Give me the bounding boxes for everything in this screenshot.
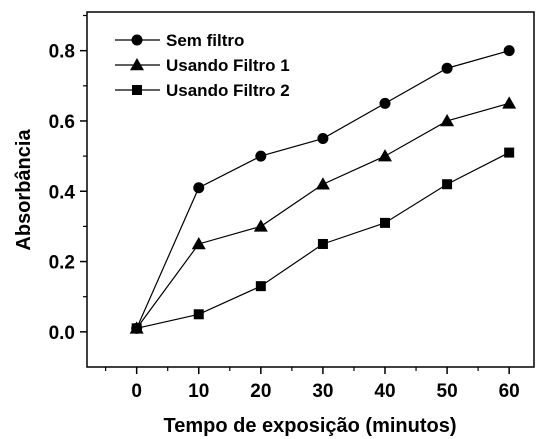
square-marker [132,85,142,95]
triangle-marker [315,177,330,190]
circle-marker [131,34,143,46]
plot-frame [86,11,535,368]
x-tick-label: 20 [250,381,271,402]
square-marker [380,217,390,228]
square-marker [193,309,204,320]
triangle-marker [130,58,144,71]
legend-label: Usando Filtro 2 [166,81,290,100]
series-circle [131,45,515,334]
x-tick-label: 60 [499,381,520,402]
y-axis-title: Absorbância [13,129,35,251]
square-marker [442,179,453,190]
square-marker [255,281,266,292]
square-marker [131,323,142,334]
x-axis-title: Tempo de exposição (minutos) [164,415,457,437]
x-tick-label: 40 [374,381,395,402]
legend-item: Usando Filtro 1 [115,56,290,75]
series-square [131,147,515,334]
y-tick-label: 0.4 [49,182,76,203]
y-tick-label: 0.0 [49,323,75,344]
triangle-marker [502,96,517,109]
circle-marker [503,45,515,57]
legend: Sem filtro Usando Filtro 1 Usando Filtro 2 [115,31,290,100]
circle-marker [317,133,329,145]
x-tick-label: 30 [312,381,333,402]
y-tick-label: 0.2 [49,253,75,274]
y-axis-ticks: 0.0 0.2 0.4 0.6 0.8 [49,14,87,344]
series-layer [129,45,517,334]
legend-label: Usando Filtro 1 [166,56,290,75]
triangle-marker [253,219,268,232]
triangle-marker [378,149,392,162]
x-tick-label: 50 [437,381,458,402]
x-tick-label: 10 [188,381,209,402]
circle-marker [379,97,391,109]
x-axis-ticks: 0 10 20 30 40 50 60 [105,367,520,402]
series-triangle [129,96,517,334]
legend-item: Usando Filtro 2 [115,81,290,100]
circle-marker [441,62,453,74]
triangle-marker [191,236,206,250]
legend-item: Sem filtro [115,31,244,50]
square-marker [504,147,515,158]
legend-label: Sem filtro [166,31,244,50]
square-marker [317,238,328,249]
circle-marker [255,150,267,162]
x-tick-label: 0 [131,381,142,402]
circle-marker [193,182,205,194]
y-tick-label: 0.8 [49,42,75,63]
y-tick-label: 0.6 [49,112,75,133]
triangle-marker [440,113,455,127]
